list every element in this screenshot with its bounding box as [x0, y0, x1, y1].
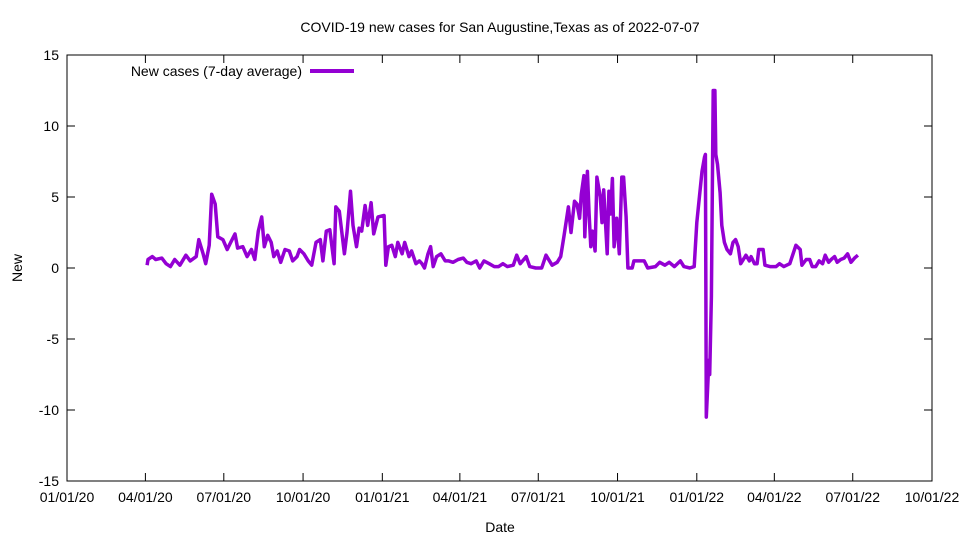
x-tick-label: 07/01/22	[825, 489, 880, 505]
x-tick-label: 04/01/21	[433, 489, 488, 505]
y-tick-label: 15	[43, 47, 59, 63]
x-tick-label: 01/01/20	[40, 489, 95, 505]
x-tick-label: 10/01/21	[590, 489, 645, 505]
x-tick-label: 01/01/21	[355, 489, 410, 505]
y-tick-label: 0	[51, 260, 59, 276]
x-tick-label: 10/01/22	[905, 489, 960, 505]
y-tick-label: -15	[39, 473, 59, 489]
x-tick-label: 04/01/20	[118, 489, 173, 505]
y-tick-label: -5	[47, 331, 60, 347]
x-tick-label: 04/01/22	[747, 489, 802, 505]
x-tick-label: 07/01/21	[511, 489, 566, 505]
x-tick-label: 07/01/20	[197, 489, 252, 505]
x-tick-label: 10/01/20	[276, 489, 331, 505]
y-tick-label: 5	[51, 189, 59, 205]
y-axis-label: New	[9, 253, 25, 282]
y-tick-label: -10	[39, 402, 59, 418]
x-axis-label: Date	[485, 519, 515, 535]
x-tick-label: 01/01/22	[670, 489, 725, 505]
chart-title: COVID-19 new cases for San Augustine,Tex…	[300, 19, 699, 35]
axis-ticks: -15 -10 -5 0 5 10 15 01/01/20 04/01/20 07/01/20 10…	[39, 47, 960, 505]
legend: New cases (7-day average)	[131, 63, 354, 79]
legend-label: New cases (7-day average)	[131, 63, 302, 79]
y-tick-label: 10	[43, 118, 59, 134]
series-line-new-cases	[145, 88, 860, 419]
